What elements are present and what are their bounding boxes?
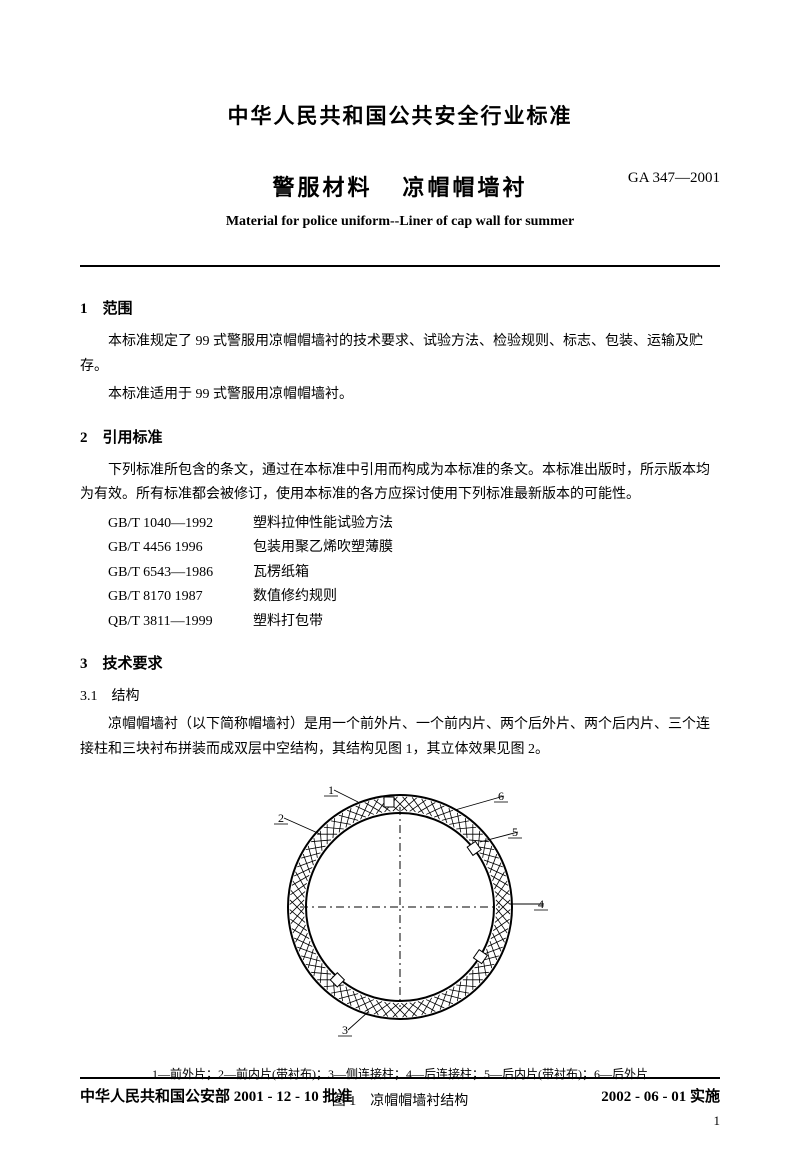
- svg-text:4: 4: [538, 897, 544, 911]
- section-3-1-heading: 3.1 结构: [80, 685, 720, 705]
- section-3-heading: 3 技术要求: [80, 652, 720, 673]
- section-1-para-2: 本标准适用于 99 式警服用凉帽帽墙衬。: [80, 383, 720, 408]
- footer-effective: 2002 - 06 - 01 实施: [601, 1085, 720, 1106]
- header-rule: [80, 265, 720, 267]
- section-2-para-1: 下列标准所包含的条文，通过在本标准中引用而构成为本标准的条文。本标准出版时，所示…: [80, 459, 720, 508]
- reference-list: GB/T 1040—1992塑料拉伸性能试验方法 GB/T 4456 1996包…: [108, 512, 720, 635]
- standard-code: GA 347—2001: [628, 170, 720, 187]
- svg-text:5: 5: [512, 825, 518, 839]
- english-title: Material for police uniform--Liner of ca…: [80, 214, 720, 230]
- footer-approval: 中华人民共和国公安部 2001 - 12 - 10 批准: [80, 1085, 353, 1106]
- svg-text:6: 6: [498, 789, 504, 803]
- figure-1-svg: 1 2 3 4 5 6: [250, 772, 550, 1042]
- svg-text:3: 3: [342, 1023, 348, 1037]
- main-title-part1: 警服材料: [272, 170, 372, 202]
- svg-text:2: 2: [278, 811, 284, 825]
- ref-row: GB/T 4456 1996包装用聚乙烯吹塑薄膜: [108, 536, 720, 561]
- title-row: 警服材料 凉帽帽墙衬 GA 347—2001: [80, 170, 720, 202]
- ref-row: GB/T 8170 1987数值修约规则: [108, 585, 720, 610]
- svg-text:1: 1: [328, 783, 334, 797]
- section-1-heading: 1 范围: [80, 297, 720, 318]
- org-title: 中华人民共和国公共安全行业标准: [80, 100, 720, 130]
- footer-rule: [80, 1077, 720, 1079]
- page-number: 1: [714, 1113, 721, 1129]
- main-title-part2: 凉帽帽墙衬: [403, 170, 528, 202]
- section-1-para-1: 本标准规定了 99 式警服用凉帽帽墙衬的技术要求、试验方法、检验规则、标志、包装…: [80, 330, 720, 379]
- section-2-heading: 2 引用标准: [80, 426, 720, 447]
- figure-1: 1 2 3 4 5 6: [80, 772, 720, 1047]
- page-footer: 中华人民共和国公安部 2001 - 12 - 10 批准 2002 - 06 -…: [80, 1077, 720, 1106]
- ref-row: GB/T 1040—1992塑料拉伸性能试验方法: [108, 512, 720, 537]
- ref-row: QB/T 3811—1999塑料打包带: [108, 610, 720, 635]
- section-3-1-para: 凉帽帽墙衬（以下简称帽墙衬）是用一个前外片、一个前内片、两个后外片、两个后内片、…: [80, 713, 720, 762]
- ref-row: GB/T 6543—1986瓦楞纸箱: [108, 561, 720, 586]
